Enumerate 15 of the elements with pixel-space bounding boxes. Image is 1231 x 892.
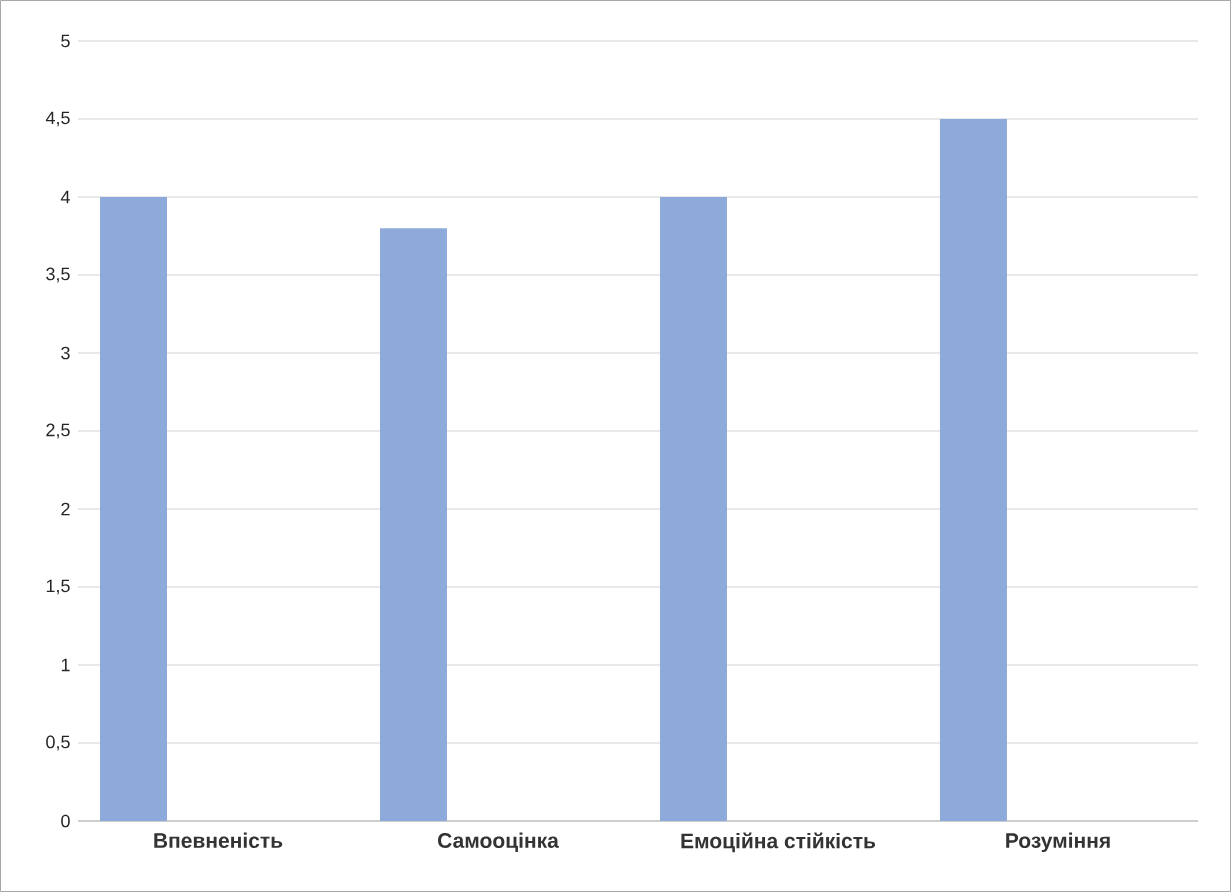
y-tick-label: 4,5 [45,111,70,127]
x-tick-label: Емоційна стійкість [681,832,876,853]
y-tick-label: 2 [61,502,70,516]
y-tick-label: 2,5 [46,423,70,439]
y-tick-label: 3 [61,346,70,360]
y-tick-label: 0 [61,814,70,828]
y-tick-label: 1 [61,658,70,672]
y-tick-label: 1,5 [46,579,70,595]
y-tick-label: 3,5 [46,267,70,283]
y-tick-label: 0,5 [46,735,70,751]
y-tick-label: 5 [61,34,70,48]
y-tick-label: 4 [60,190,70,204]
x-tick-label: Розуміння [1006,832,1110,853]
x-tick-label: Впевненість [154,832,283,848]
x-tick-label: Самооцінка [438,832,559,852]
